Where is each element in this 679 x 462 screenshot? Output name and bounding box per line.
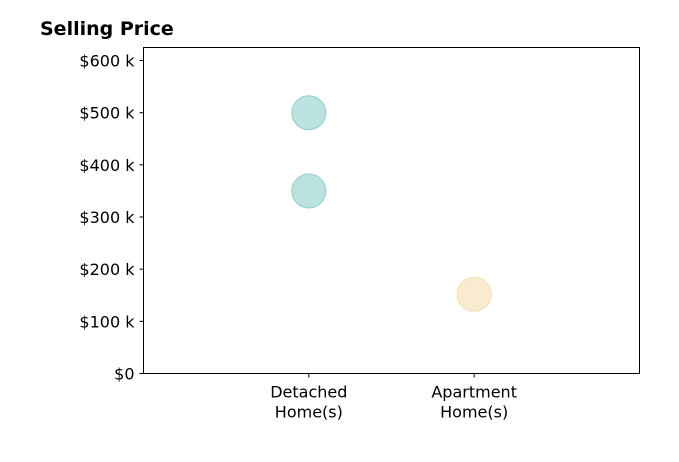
- y-tick-label: $300 k: [79, 208, 135, 227]
- y-tick-label: $500 k: [79, 104, 135, 123]
- plot-area-frame: [143, 47, 640, 374]
- y-tick-label: $400 k: [79, 156, 135, 175]
- y-tick-label: $600 k: [79, 52, 135, 71]
- data-point: [291, 173, 327, 209]
- y-tick-label: $200 k: [79, 260, 135, 279]
- x-tick-label: Apartment Home(s): [431, 383, 517, 422]
- y-tick-label: $100 k: [79, 312, 135, 331]
- chart-title: Selling Price: [40, 18, 174, 40]
- y-axis: $0 $100 k $200 k $300 k $400 k $500 k $600 k: [79, 52, 144, 384]
- x-tick-label: Detached Home(s): [270, 383, 347, 422]
- data-points: [291, 95, 492, 312]
- data-point: [291, 95, 327, 131]
- y-tick-label: $0: [114, 365, 134, 384]
- data-point: [456, 276, 492, 312]
- x-axis: Detached Home(s) Apartment Home(s): [270, 373, 517, 422]
